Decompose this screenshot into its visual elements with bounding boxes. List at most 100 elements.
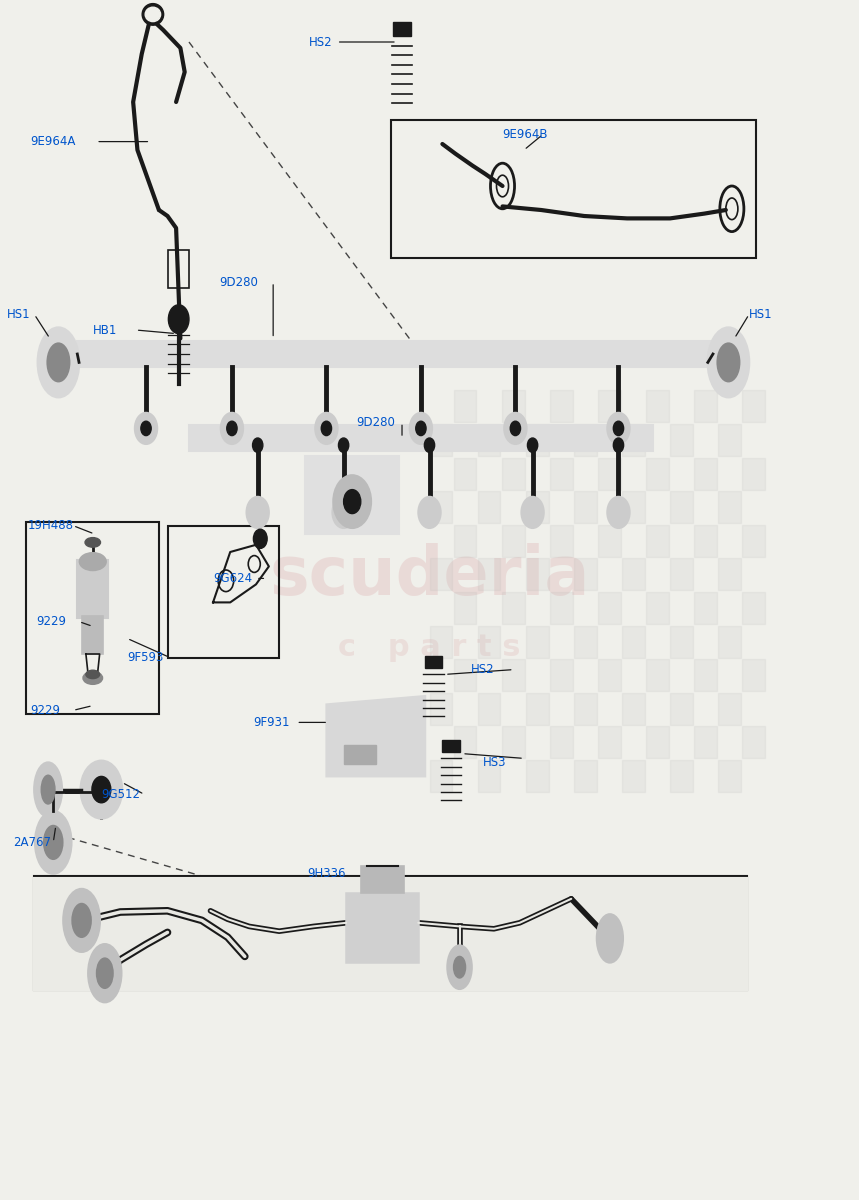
Bar (598, 659, 621, 691)
Bar (694, 390, 717, 422)
Bar (598, 726, 621, 758)
Bar (622, 558, 645, 590)
Ellipse shape (142, 4, 163, 25)
Bar (550, 592, 573, 624)
Bar (574, 491, 597, 523)
Circle shape (315, 413, 338, 444)
Ellipse shape (86, 670, 100, 679)
Text: HB1: HB1 (93, 324, 117, 336)
Ellipse shape (88, 944, 121, 1002)
Ellipse shape (454, 956, 466, 978)
Bar (189, 425, 653, 451)
Bar (598, 457, 621, 490)
Ellipse shape (47, 343, 70, 382)
Text: HS2: HS2 (471, 664, 495, 676)
Bar (526, 625, 549, 658)
Bar (670, 558, 693, 590)
Circle shape (221, 413, 243, 444)
Bar (526, 558, 549, 590)
Ellipse shape (34, 763, 62, 816)
Circle shape (613, 438, 624, 452)
Bar (454, 390, 477, 422)
Bar (502, 659, 525, 691)
Bar (574, 625, 597, 658)
Bar (168, 250, 189, 288)
Bar (574, 558, 597, 590)
Bar (478, 558, 501, 590)
Circle shape (527, 438, 538, 452)
Bar (622, 692, 645, 725)
Text: 9229: 9229 (36, 616, 66, 628)
Bar (478, 760, 501, 792)
Bar (168, 526, 279, 658)
Bar (742, 726, 765, 758)
Circle shape (333, 475, 371, 528)
Bar (718, 558, 741, 590)
Bar (646, 659, 669, 691)
Bar (646, 726, 669, 758)
Bar (393, 22, 411, 36)
Bar (718, 625, 741, 658)
Bar (478, 424, 501, 456)
Bar (430, 692, 453, 725)
Circle shape (253, 529, 267, 548)
Bar (694, 457, 717, 490)
Circle shape (247, 497, 269, 528)
Bar (670, 491, 693, 523)
Text: 9D280: 9D280 (356, 416, 395, 428)
Bar (670, 760, 693, 792)
Bar (550, 390, 573, 422)
Circle shape (418, 497, 441, 528)
Bar (622, 424, 645, 456)
Circle shape (613, 421, 624, 436)
Bar (34, 878, 747, 990)
Text: HS1: HS1 (749, 308, 773, 320)
Bar (26, 522, 159, 714)
Bar (430, 491, 453, 523)
Circle shape (332, 497, 355, 528)
Circle shape (521, 497, 544, 528)
Text: 2A767: 2A767 (13, 836, 51, 848)
Text: 9F931: 9F931 (253, 716, 289, 728)
Ellipse shape (717, 343, 740, 382)
Bar (598, 390, 621, 422)
Text: HS2: HS2 (309, 36, 333, 48)
Bar (77, 560, 108, 618)
Bar (425, 656, 442, 668)
Ellipse shape (80, 553, 106, 570)
Bar (574, 760, 597, 792)
Bar (526, 760, 549, 792)
Bar (430, 558, 453, 590)
Text: 9E964B: 9E964B (503, 128, 548, 140)
Bar (430, 760, 453, 792)
Bar (478, 491, 501, 523)
Bar (742, 524, 765, 557)
Bar (442, 740, 460, 752)
Bar (526, 424, 549, 456)
Circle shape (416, 421, 426, 436)
Bar (502, 726, 525, 758)
Ellipse shape (85, 538, 101, 547)
Text: c   p a r t s: c p a r t s (338, 634, 521, 662)
Ellipse shape (448, 946, 472, 989)
Bar (742, 592, 765, 624)
Bar (454, 592, 477, 624)
Bar (391, 120, 756, 258)
Circle shape (344, 490, 361, 514)
Bar (646, 390, 669, 422)
Ellipse shape (72, 904, 91, 937)
Text: 9G512: 9G512 (101, 788, 140, 800)
Circle shape (135, 413, 157, 444)
Ellipse shape (44, 826, 63, 859)
Ellipse shape (41, 775, 55, 804)
Ellipse shape (597, 914, 623, 962)
Circle shape (424, 438, 435, 452)
Bar (430, 625, 453, 658)
Bar (598, 592, 621, 624)
Bar (361, 866, 404, 893)
Bar (305, 456, 399, 534)
Bar (718, 491, 741, 523)
Text: 9229: 9229 (30, 704, 60, 716)
Bar (550, 659, 573, 691)
Circle shape (607, 413, 630, 444)
